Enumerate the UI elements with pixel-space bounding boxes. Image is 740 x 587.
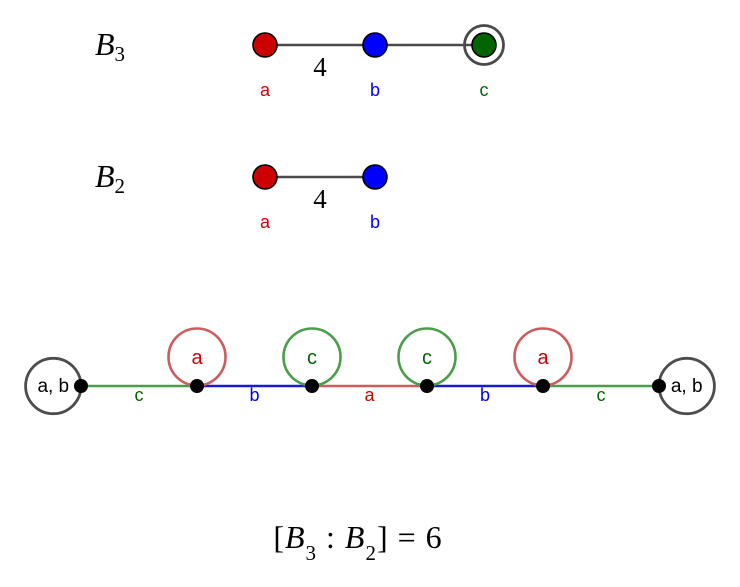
svg-text:a: a [537, 347, 549, 369]
svg-text:a, b: a, b [37, 376, 69, 397]
svg-text:b: b [480, 385, 490, 405]
svg-text:4: 4 [313, 184, 327, 214]
svg-text:a: a [191, 347, 203, 369]
svg-text:b: b [249, 385, 259, 405]
svg-text:b: b [370, 80, 380, 100]
svg-text:c: c [480, 80, 489, 100]
svg-text:c: c [135, 385, 144, 405]
svg-text:c: c [422, 347, 432, 369]
svg-text:B2: B2 [95, 158, 125, 198]
svg-text:c: c [307, 347, 317, 369]
svg-text:4: 4 [313, 52, 327, 82]
svg-text:B3: B3 [95, 26, 125, 66]
svg-text:b: b [370, 212, 380, 232]
svg-text:a, b: a, b [671, 376, 703, 397]
svg-text:a: a [260, 80, 271, 100]
svg-text:c: c [597, 385, 606, 405]
svg-text:a: a [364, 385, 375, 405]
svg-text:a: a [260, 212, 271, 232]
svg-text:[B3 : B2] = 6: [B3 : B2] = 6 [273, 519, 442, 565]
